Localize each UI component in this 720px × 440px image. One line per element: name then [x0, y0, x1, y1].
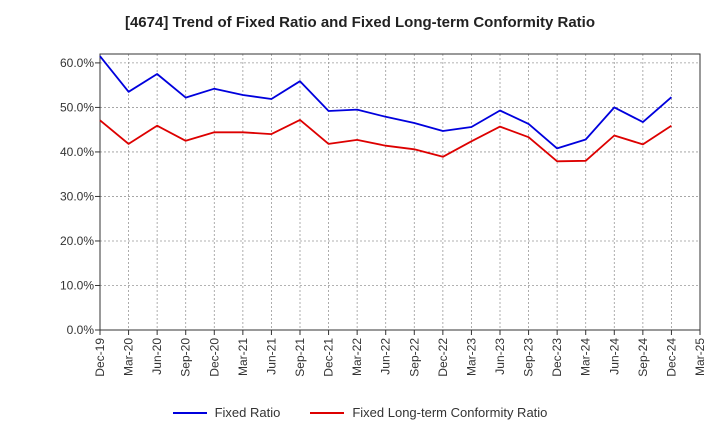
x-tick-label: Dec-20	[207, 338, 221, 377]
legend-label-conformity-ratio: Fixed Long-term Conformity Ratio	[352, 405, 548, 420]
x-tick-label: Sep-23	[522, 338, 536, 377]
x-tick-label: Jun-20	[150, 338, 164, 375]
y-tick-label: 0.0%	[67, 323, 95, 337]
y-tick-label: 40.0%	[60, 145, 94, 159]
x-tick-label: Mar-23	[464, 338, 478, 376]
y-tick-label: 50.0%	[60, 100, 94, 114]
series-line-conformity-ratio	[99, 119, 672, 163]
legend-swatch-conformity-ratio	[310, 411, 345, 414]
x-tick-label: Jun-22	[379, 338, 393, 375]
x-tick-label: Jun-23	[493, 338, 507, 375]
x-tick-label: Sep-20	[179, 338, 193, 377]
x-tick-label: Mar-24	[579, 338, 593, 376]
series-line-fixed-ratio	[99, 55, 672, 150]
x-tick-label: Mar-20	[122, 338, 136, 376]
x-tick-label: Mar-25	[693, 338, 707, 376]
chart-title: [4674] Trend of Fixed Ratio and Fixed Lo…	[124, 14, 596, 31]
x-tick-label: Mar-22	[350, 338, 364, 376]
y-tick-label: 20.0%	[60, 234, 94, 248]
legend-label-fixed-ratio: Fixed Ratio	[214, 405, 281, 420]
x-tick-label: Dec-23	[550, 338, 564, 377]
x-tick-label: Sep-21	[293, 338, 307, 377]
y-tick-label: 60.0%	[60, 56, 94, 70]
legend-item-conformity-ratio: Fixed Long-term Conformity Ratio	[310, 405, 547, 420]
legend-swatch-fixed-ratio	[172, 411, 207, 414]
x-tick-label: Mar-21	[236, 338, 250, 376]
x-tick-label: Sep-24	[636, 338, 650, 377]
x-tick-label: Dec-19	[93, 338, 107, 377]
x-tick-label: Dec-24	[664, 338, 678, 377]
x-tick-label: Dec-21	[322, 338, 336, 377]
grid-layer	[99, 54, 701, 331]
legend-item-fixed-ratio: Fixed Ratio	[172, 405, 281, 420]
plot-frame	[99, 53, 701, 331]
y-tick-label: 30.0%	[60, 189, 94, 203]
x-tick-label: Jun-21	[264, 338, 278, 375]
legend: Fixed Ratio Fixed Long-term Conformity R…	[0, 405, 720, 420]
y-tick-label: 10.0%	[60, 278, 94, 292]
tick-layer: 0.0% 10.0% 20.0% 30.0% 40.0% 50.0% 60.0% Dec-19…	[60, 56, 707, 377]
x-tick-label: Jun-24	[607, 338, 621, 375]
x-tick-label: Dec-22	[436, 338, 450, 377]
x-tick-label: Sep-22	[407, 338, 421, 377]
series-layer	[99, 55, 672, 163]
axis-layer	[95, 53, 701, 335]
